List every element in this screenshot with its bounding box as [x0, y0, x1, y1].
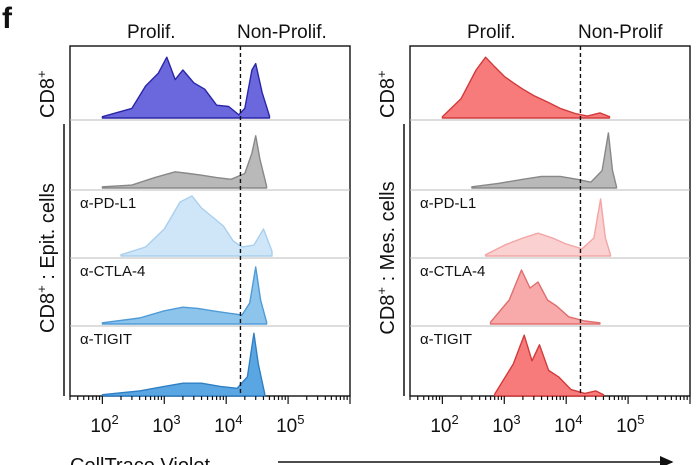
x-axis-label: CellTrace Violet — [70, 455, 211, 465]
histogram-4 — [101, 332, 266, 397]
track-label: α-PD-L1 — [80, 195, 136, 212]
header-prolif-right: Prolif. — [467, 22, 516, 43]
x-tick-label: 103 — [152, 412, 180, 437]
track-label: α-CTLA-4 — [80, 263, 145, 280]
row-label-cd8-left: CD8+ — [34, 70, 59, 118]
histogram-1 — [101, 135, 268, 189]
track-label: α-TIGIT — [420, 331, 472, 348]
histogram-0 — [101, 56, 271, 119]
histogram-2 — [120, 195, 273, 257]
histogram-3 — [489, 269, 601, 325]
histogram-0 — [441, 56, 611, 119]
header-prolif-left: Prolif. — [127, 22, 176, 43]
histogram-panel-left: α-PD-L1 α-CTLA-4 α-TIGIT 102 103 104 105 — [69, 45, 351, 437]
histogram-panel-right: α-PD-L1 α-CTLA-4 α-TIGIT 102 103 104 105 — [409, 45, 691, 437]
x-tick-label: 103 — [492, 412, 520, 437]
track-label: α-PD-L1 — [420, 195, 476, 212]
histogram-2 — [484, 198, 612, 257]
header-nonprolif-left: Non-Prolif. — [237, 22, 327, 43]
row-label-mes-group: CD8+ : Mes. cells — [374, 181, 399, 334]
x-tick-label: 105 — [276, 412, 304, 437]
x-tick-label: 102 — [430, 412, 458, 437]
track-label: α-TIGIT — [80, 331, 132, 348]
x-tick-label: 102 — [90, 412, 118, 437]
row-label-epit-group: CD8+ : Epit. cells — [34, 183, 59, 333]
histogram-1 — [471, 132, 618, 189]
header-nonprolif-right: Non-Prolif — [578, 22, 663, 43]
row-label-cd8-right: CD8+ — [374, 70, 399, 118]
track-label: α-CTLA-4 — [420, 263, 485, 280]
x-tick-label: 104 — [214, 412, 242, 437]
histogram-3 — [101, 266, 268, 325]
panel-label: f — [2, 2, 13, 35]
x-tick-label: 104 — [554, 412, 582, 437]
x-tick-label: 105 — [616, 412, 644, 437]
histogram-4 — [494, 334, 605, 397]
